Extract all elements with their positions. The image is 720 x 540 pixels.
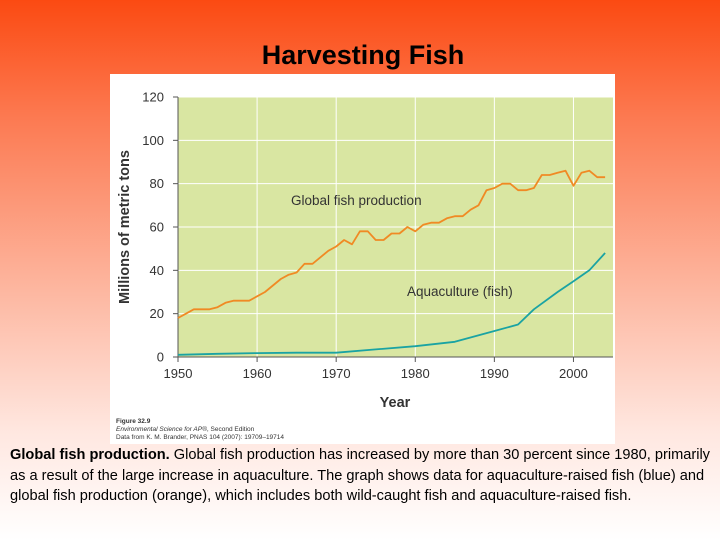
book-edition: , Second Edition: [206, 426, 255, 433]
x-tick-label: 2000: [559, 366, 588, 381]
x-tick-label: 1950: [164, 366, 193, 381]
aquaculture-label: Aquaculture (fish): [407, 284, 513, 299]
global-production-line: [177, 169, 606, 319]
aquaculture-line: [177, 252, 606, 356]
y-axis-title: Millions of metric tons: [117, 150, 133, 304]
figure-credit: Figure 32.9 Environmental Science for AP…: [116, 418, 284, 442]
x-axis-title: Year: [380, 395, 411, 411]
data-source: Data from K. M. Brander, PNAS 104 (2007)…: [116, 434, 285, 441]
y-tick-label: 60: [150, 220, 164, 235]
caption: Global fish production. Global fish prod…: [10, 445, 714, 507]
figure-panel: 0 20 40 60 80 100 120 1950 1960 1970 1980 1990 2000 Y…: [110, 74, 615, 444]
figure-number: Figure 32.9: [116, 418, 151, 425]
y-tick-label: 20: [150, 306, 164, 321]
book-title: Environmental Science for AP®: [116, 426, 207, 433]
slide-title: Harvesting Fish: [261, 40, 465, 70]
y-tick-label: 80: [150, 176, 164, 191]
global-production-label: Global fish production: [291, 193, 422, 208]
x-tick-label: 1960: [243, 366, 272, 381]
y-tick-label: 100: [142, 133, 164, 148]
y-tick-label: 0: [157, 350, 164, 365]
caption-text: Global fish production has increased by …: [10, 447, 710, 504]
y-tick-label: 120: [142, 90, 164, 105]
x-tick-label: 1970: [322, 366, 351, 381]
chart: 0 20 40 60 80 100 120 1950 1960 1970 1980 1990 2000 Y…: [117, 90, 613, 411]
x-tick-label: 1980: [401, 366, 430, 381]
caption-heading: Global fish production.: [10, 447, 170, 463]
x-tick-label: 1990: [480, 366, 509, 381]
y-tick-label: 40: [150, 263, 164, 278]
